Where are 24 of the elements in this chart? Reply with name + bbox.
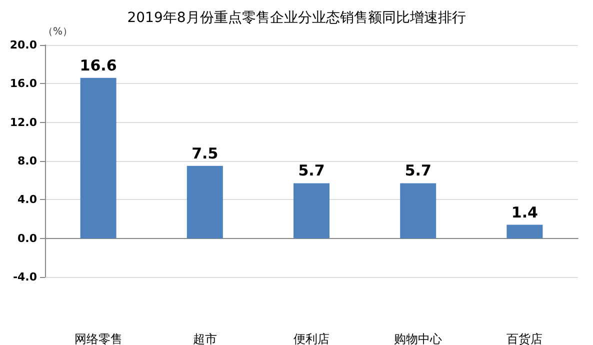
data-label: 7.5	[192, 144, 218, 162]
y-axis-title: （%）	[43, 26, 73, 38]
x-tick-label: 便利店	[294, 332, 330, 345]
chart-title: 2019年8月份重点零售企业分业态销售额同比增速排行	[127, 10, 466, 26]
x-tick-label: 超市	[192, 332, 217, 345]
data-label: 5.7	[298, 162, 325, 180]
y-tick-label: 8.0	[18, 154, 38, 168]
y-tick-label: 4.0	[18, 193, 38, 206]
bar	[80, 78, 116, 238]
bar	[506, 224, 543, 238]
y-tick-label: 12.0	[10, 116, 38, 129]
y-tick-label: -4.0	[12, 270, 38, 284]
x-tick-label: 购物中心	[394, 332, 442, 345]
y-tick-label: 20.0	[10, 38, 38, 52]
y-tick-label: 16.0	[10, 77, 38, 90]
bar	[294, 183, 330, 238]
bar	[400, 183, 436, 238]
x-tick-label: 百货店	[506, 332, 543, 345]
data-label: 5.7	[404, 162, 432, 180]
y-tick-label: 0.0	[18, 232, 38, 245]
x-tick-label: 网络零售	[74, 332, 122, 345]
bar	[186, 166, 223, 238]
data-label: 16.6	[80, 56, 117, 74]
data-label: 1.4	[511, 203, 538, 222]
